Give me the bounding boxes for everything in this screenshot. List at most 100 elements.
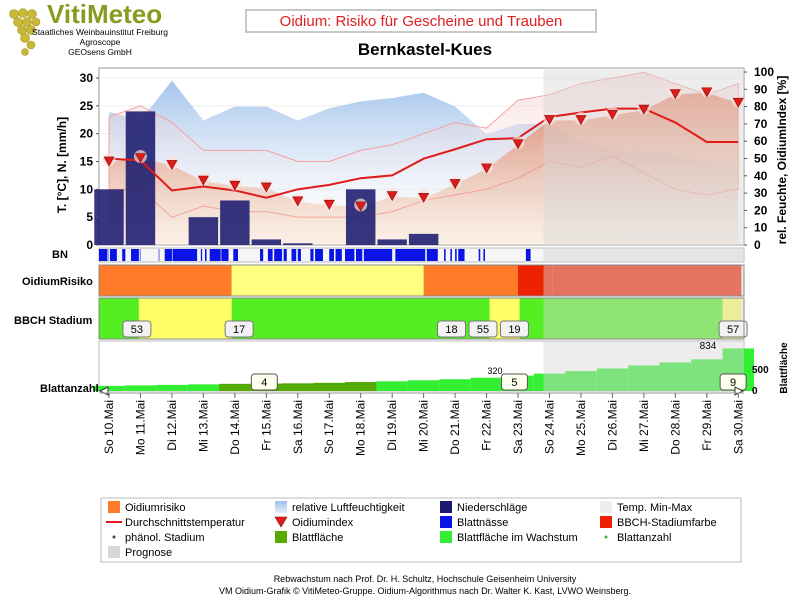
leaf-wetness-segment [99,249,108,261]
leaf-wetness-segment [164,249,172,261]
bbch-label-box [499,320,529,338]
legend-label: Blattfläche [292,532,343,544]
oidium-index-marker [575,115,587,126]
legend-swatch [604,535,608,539]
date-label: Mo 18.Mai [354,400,368,456]
date-label: Fr 22.Mai [480,400,494,451]
oidium-index-marker [229,180,241,191]
date-label: Mi 13.Mai [196,400,210,452]
legend-label: Blattfläche im Wachstum [457,532,578,544]
y-right-tick-label: 40 [754,169,768,183]
leaf-area-bar [156,384,188,391]
date-label: Mo 25.Mai [574,400,588,456]
leaf-area-bar [596,368,629,391]
bbch-label: 17 [233,324,245,336]
risk-segment [552,265,742,296]
leaf-area-bar [439,379,471,391]
y-right-tick-label: 30 [754,186,768,200]
forecast-overlay [543,68,744,245]
oidium-index-marker [638,104,650,115]
leaf-area-bar [565,371,597,391]
legend-label: phänol. Stadium [125,532,205,544]
y-right-tick-label: 20 [754,203,768,217]
legend-label: Durchschnittstemperatur [125,517,245,529]
leaf-area-bar [187,384,220,391]
leaf-area-bar [659,362,692,391]
date-label: Do 14.Mai [228,400,242,455]
bbch-label-box [468,320,498,338]
date-label: So 24.Mai [542,400,556,454]
y-right-tick-label: 0 [754,238,761,252]
row-label-bbch: BBCH Stadium [14,315,92,327]
precip-bar [220,200,250,245]
y-axis-left-title: T. [°C], N. [mm/h] [55,117,69,213]
leaf-area-bar [407,380,440,391]
legend: Oidiumrisiko relative Luftfeuchtigkeit Nie… [106,501,717,559]
legend-label: Blattanzahl [617,532,671,544]
date-label: Sa 30.Mai [731,400,745,454]
legend-swatch [440,501,452,513]
leaf-area-row: 834 320 500 0 4 5 9 [93,340,769,397]
bn-forecast-overlay [543,248,744,262]
main-plot [94,67,745,246]
leaf-wetness-segment [158,249,160,261]
legend-label: Oidiumrisiko [125,502,186,514]
leaf-area-max-label: 834 [700,341,717,352]
risk-segment [231,265,424,296]
oidium-index-marker [449,179,461,190]
oidium-index-marker [323,199,335,210]
y-left-tick-label: 10 [80,182,94,196]
date-label: Do 21.Mai [448,400,462,455]
legend-swatch [275,531,287,543]
bbch-frame [98,297,745,340]
oidium-index-marker [701,87,713,98]
leaf-wetness-segment [525,249,531,261]
y-right-tick-label: 100 [754,65,774,79]
leaf-count-label: 4 [261,377,267,389]
legend-label: Blattnässe [457,517,508,529]
oidium-index-marker [606,109,618,120]
risk-forecast-overlay [543,265,744,296]
footer-line-2: VM Oidium-Grafik © VitiMeteo-Gruppe. Oid… [219,586,631,596]
avg-temp-line [108,107,739,199]
leaf-wetness-segment [297,249,301,261]
leaf-wetness-segment [233,249,238,261]
oidium-index-marker [197,175,209,186]
legend-swatch [274,516,288,528]
bbch-segment [138,298,232,339]
leaf-area-bar [219,383,251,391]
date-label: So 10.Mai [102,400,116,454]
oidium-risk-row [98,264,745,297]
precip-bar [188,217,219,245]
leaf-wetness-segment [450,249,452,261]
chart-title: Oidium: Risiko für Gescheine und Trauben [280,13,563,30]
date-label: Mi 27.Mai [637,400,651,452]
legend-box [100,497,742,563]
legend-label: relative Luftfeuchtigkeit [292,502,405,514]
oidium-index-marker [543,115,555,126]
leaf-wetness-segment [458,249,465,261]
bbch-label: 57 [727,324,739,336]
bbch-label: 19 [508,324,520,336]
leaf-wetness-segment [172,249,198,261]
precip-bar [283,243,313,245]
leaf-count-label: 9 [730,377,736,389]
precip-bar [377,239,407,245]
brand-line-3: GEOsens GmbH [68,47,132,57]
leaf-wetness-segment [274,249,283,261]
bbch-forecast-overlay [543,298,744,339]
brand-line-1: Staatliches Weinbauinstitut Freiburg [32,27,168,37]
leaf-wetness-segment [363,249,393,261]
legend-swatch [275,501,287,513]
leaf-wetness-segment [315,249,323,261]
leaf-area-bar [628,365,660,391]
legend-swatch [440,516,452,528]
y-left-tick-label: 5 [86,210,93,224]
risk-segment [518,265,553,296]
leaf-wetness-segment [139,249,141,261]
date-label: Fr 15.Mai [259,400,273,451]
y-axis-right-title: rel. Feuchte, OidiumIndex [%] [775,76,789,245]
bbch-label: 53 [131,324,143,336]
leaf-count-box [250,373,278,391]
bbch-label: 18 [445,324,457,336]
